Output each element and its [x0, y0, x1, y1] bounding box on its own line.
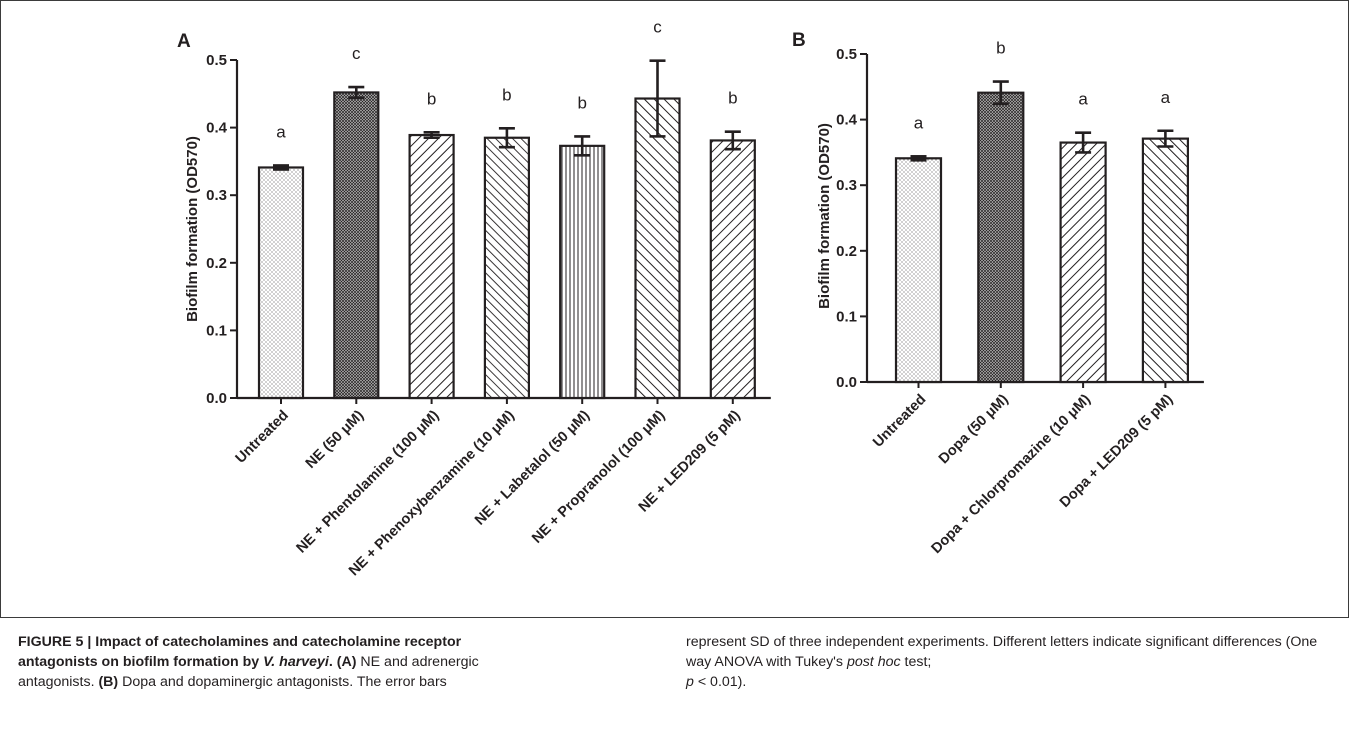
panel-b-y-tick-label: 0.5 — [836, 46, 857, 63]
caption-panel-a-ref: (A) — [332, 654, 357, 670]
caption-species: V. harveyi — [263, 654, 329, 670]
figure-area: A Biofilm formation (OD570) 0.0 0.1 0.2 0.3… — [0, 0, 1349, 618]
panel-a-category-label: NE + Phenoxybenzamine (10 μM) — [346, 407, 518, 579]
caption-right-text: represent SD of three independent experi… — [686, 634, 1318, 670]
panel-a-significance-letter: a — [276, 122, 286, 141]
panel-b-significance-letter: a — [1078, 90, 1088, 109]
panel-b-significance-letter: a — [914, 113, 924, 132]
panel-b-y-axis-label: Biofilm formation (OD570) — [816, 123, 833, 309]
panel-a-label: A — [177, 31, 191, 52]
panel-a-y-axis-label: Biofilm formation (OD570) — [184, 136, 201, 322]
panel-a-bar — [559, 144, 606, 400]
caption-title: Impact of catecholamines and catecholami… — [18, 634, 462, 670]
panel-b-y-tick-label: 0.0 — [836, 374, 857, 391]
panel-a-bar — [257, 166, 305, 400]
panel-a-bar — [709, 139, 756, 400]
panel-b-y-tick-label: 0.4 — [836, 112, 858, 129]
caption-panel-a-text: NE and adrenergic antagonists. — [18, 654, 479, 690]
panel-a-bar — [483, 136, 530, 400]
panel-a-y-tick-label: 0.1 — [206, 322, 227, 339]
panel-a-bar — [408, 133, 455, 400]
caption-title-end: . — [328, 654, 333, 670]
panel-b-bar — [1141, 137, 1190, 384]
panel-b-bar — [894, 157, 943, 384]
panel-b-category-label: Dopa (50 μM) — [936, 391, 1012, 467]
panel-a-y-tick-label: 0.0 — [206, 390, 227, 407]
panel-a-y-tick-label: 0.3 — [206, 187, 227, 204]
caption-post-hoc: post hoc — [846, 654, 901, 670]
caption-right-text-2: test; — [900, 654, 932, 670]
panel-a-significance-letter: b — [427, 89, 436, 108]
caption-right-column: represent SD of three independent experi… — [686, 632, 1336, 692]
panel-a-chart: A Biofilm formation (OD570) 0.0 0.1 0.2 0.3… — [177, 18, 771, 579]
panel-a-y-tick-label: 0.5 — [206, 52, 227, 69]
panel-a-bar — [333, 91, 380, 400]
panel-a-significance-letter: c — [653, 18, 662, 37]
panel-a-significance-letter: b — [577, 93, 586, 112]
panel-b-y-tick-label: 0.2 — [836, 243, 857, 260]
panel-b-category-label: Dopa + Chlorpromazine (10 μM) — [928, 391, 1094, 557]
caption-figure-label: FIGURE 5 | — [18, 634, 96, 650]
caption-p-symbol: p — [686, 674, 694, 690]
panel-b-chart: B Biofilm formation (OD570) 0.0 0.1 0.2 0.3… — [792, 30, 1204, 557]
panel-a-significance-letter: c — [352, 44, 361, 63]
panel-a-category-label: NE + Phentolamine (100 μM) — [294, 407, 443, 556]
caption-panel-b-ref: (B) — [94, 674, 119, 690]
caption-right-text-3: < 0.01). — [693, 674, 747, 690]
panel-a-category-label: NE + Propranolol (100 μM) — [529, 407, 668, 546]
panel-a-category-label: NE (50 μM) — [303, 407, 367, 471]
figure-charts: A Biofilm formation (OD570) 0.0 0.1 0.2 0.3… — [177, 18, 1204, 579]
panel-b-y-tick-label: 0.1 — [836, 308, 857, 325]
panel-b-significance-letter: b — [996, 39, 1005, 58]
panel-b-category-label: Untreated — [870, 392, 929, 451]
panel-b-significance-letter: a — [1161, 88, 1171, 107]
panel-b-label: B — [792, 30, 806, 51]
caption-left-column: FIGURE 5 | Impact of catecholamines and … — [18, 632, 538, 692]
figure-caption: FIGURE 5 | Impact of catecholamines and … — [18, 632, 1333, 728]
panel-a-significance-letter: b — [728, 89, 737, 108]
panel-b-y-tick-label: 0.3 — [836, 177, 857, 194]
caption-panel-b-text: Dopa and dopaminergic antagonists. The e… — [118, 674, 447, 690]
panel-a-significance-letter: b — [502, 85, 511, 104]
panel-a-y-tick-label: 0.2 — [206, 255, 227, 272]
panel-a-bar — [634, 97, 681, 400]
panel-b-bar — [977, 91, 1025, 384]
panel-a-y-tick-label: 0.4 — [206, 120, 228, 137]
panel-b-bar — [1059, 141, 1107, 384]
panel-a-category-label: Untreated — [233, 408, 292, 467]
